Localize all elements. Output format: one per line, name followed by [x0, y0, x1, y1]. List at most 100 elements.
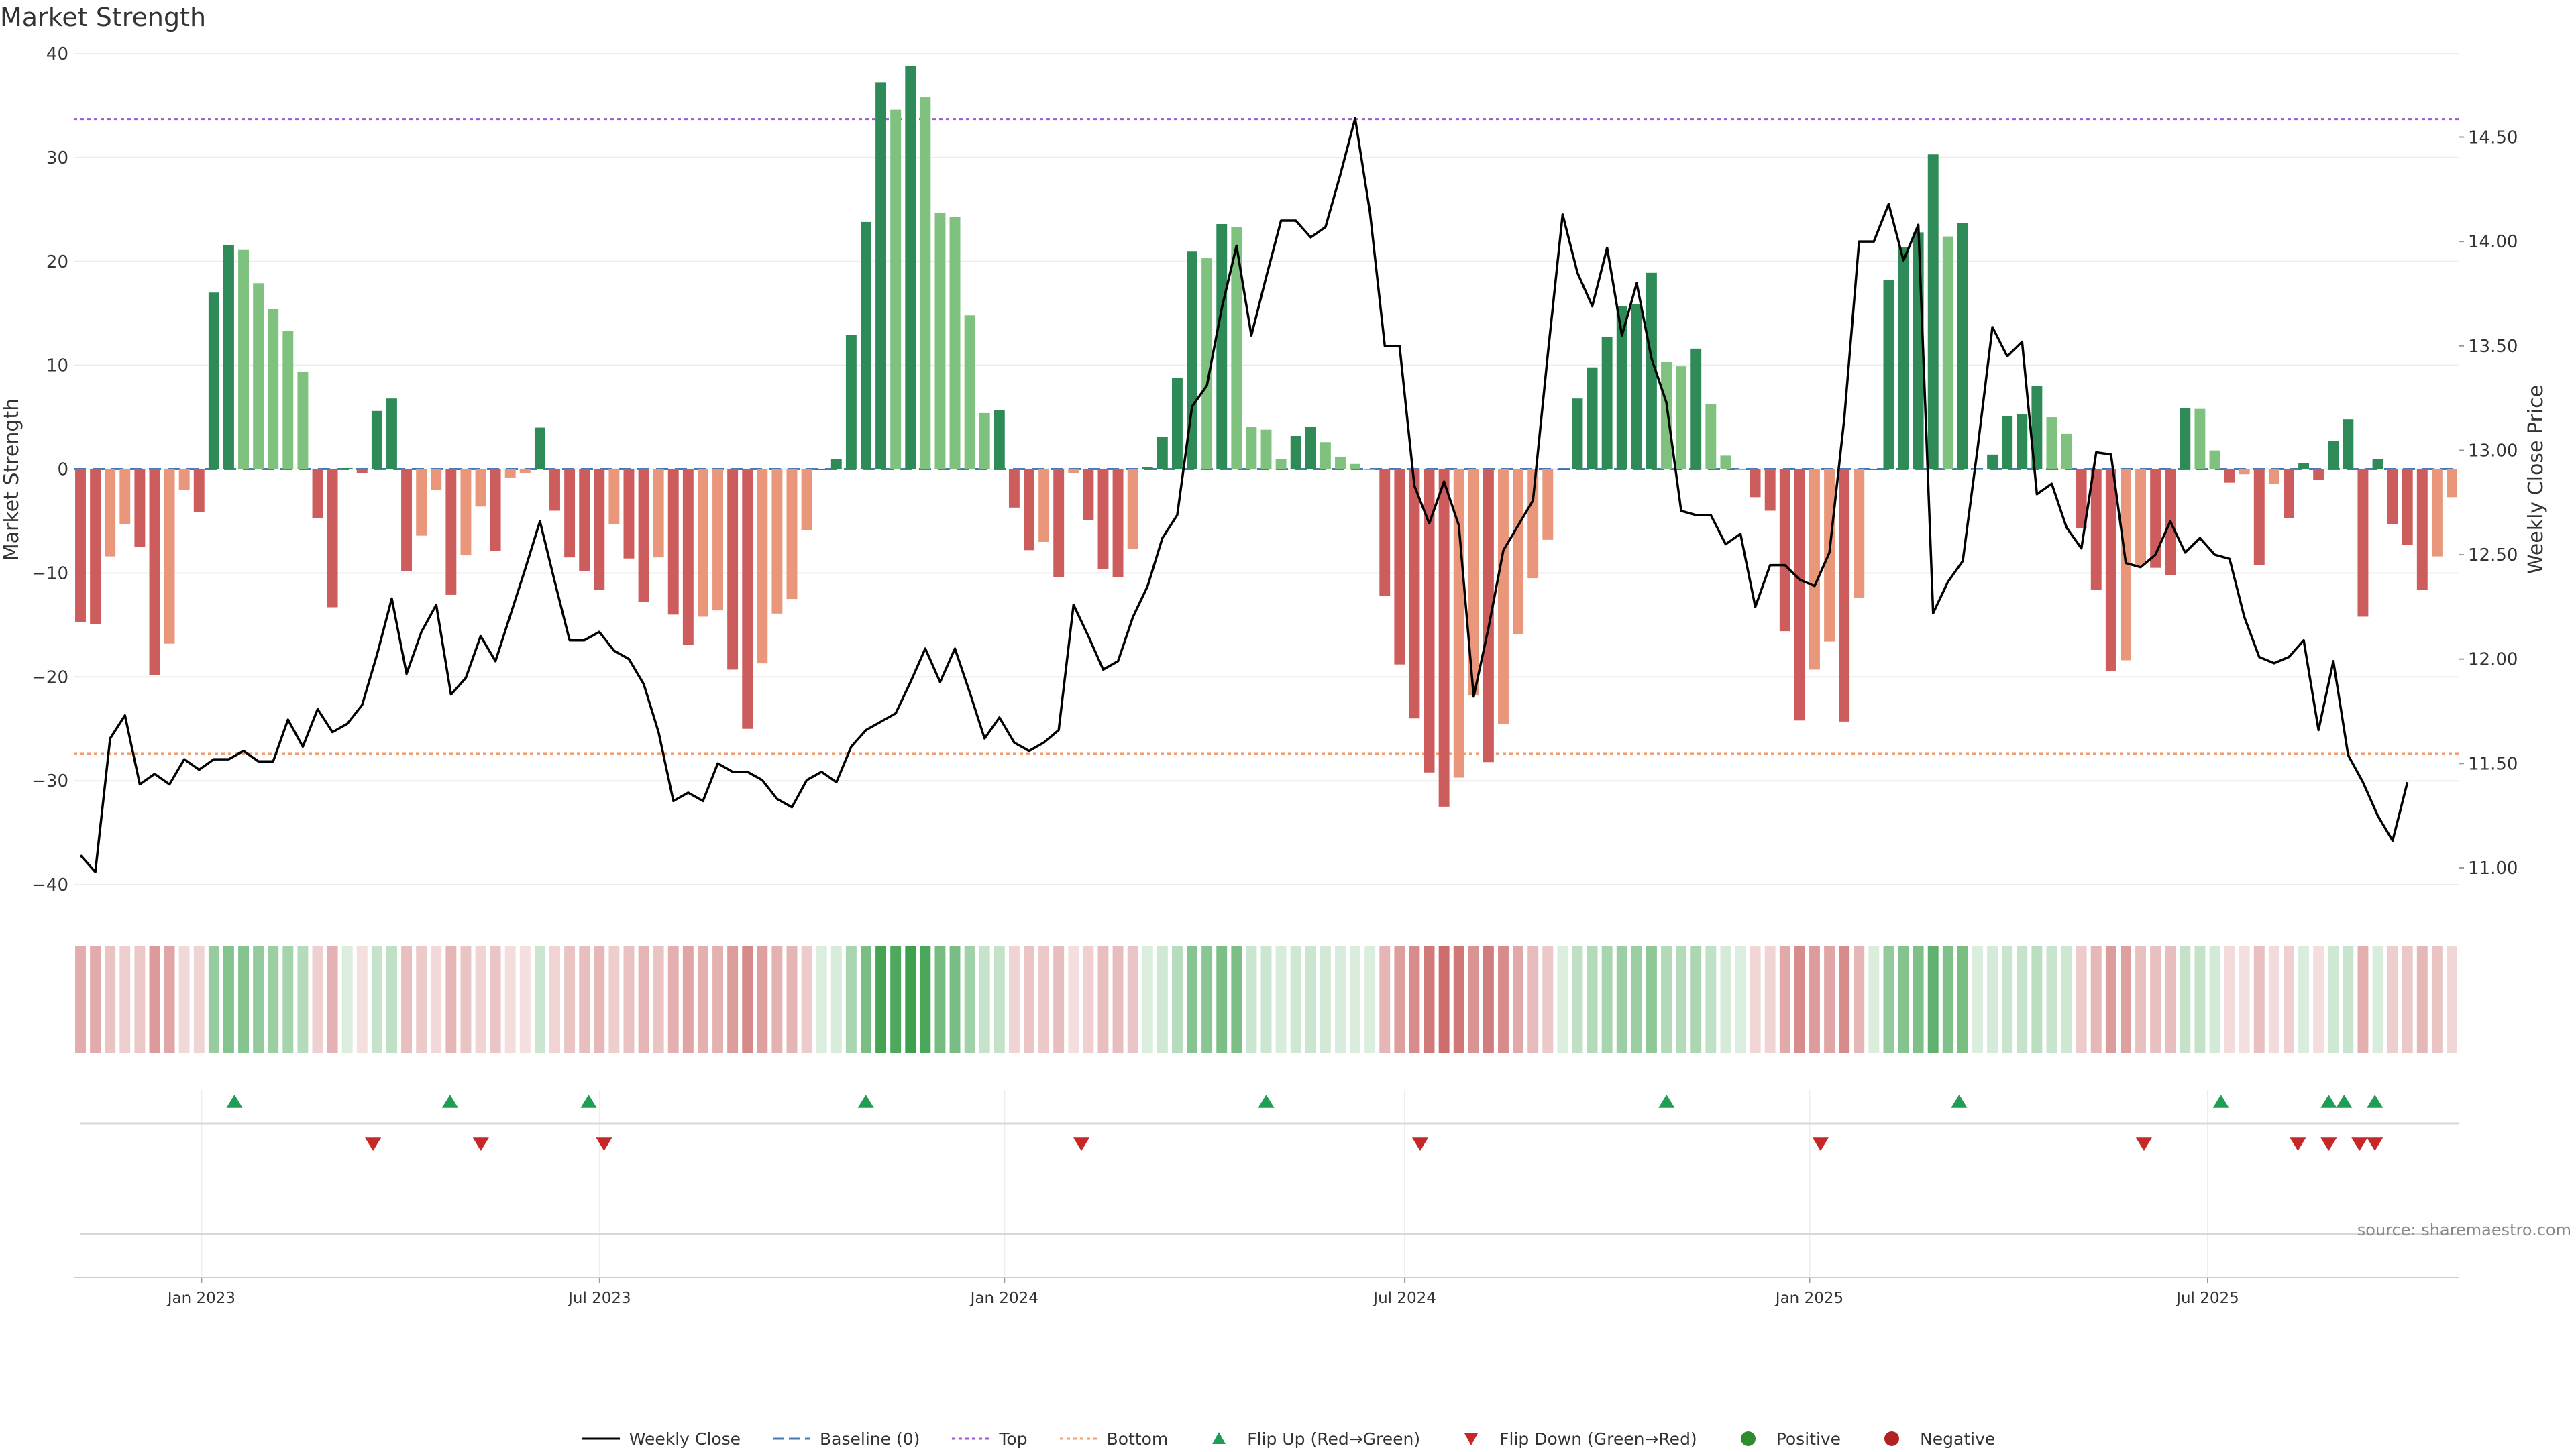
x-tick-label: Jan 2023 [166, 1290, 235, 1307]
x-tick-label: Jul 2025 [2175, 1290, 2239, 1307]
strength-bar [1690, 348, 1702, 469]
strength-bar [638, 469, 649, 602]
y-axis-label: Market Strength [0, 398, 23, 561]
heat-cell [282, 946, 294, 1053]
flip-down-marker [1812, 1137, 1829, 1151]
y-tick-label: 20 [46, 252, 68, 272]
weekly-close-path [79, 117, 2409, 873]
heat-cell [1246, 946, 1257, 1053]
heat-cell [1201, 946, 1213, 1053]
heat-cell [371, 946, 382, 1053]
heat-cell [1068, 946, 1079, 1053]
strength-bar [90, 469, 101, 624]
heat-cell [1557, 946, 1568, 1053]
y2-tick-label: 13.50 [2468, 337, 2518, 357]
legend: Weekly Close Baseline (0) Top Bottom Flip Up… [0, 1425, 2576, 1452]
heat-cell [727, 946, 739, 1053]
heat-cell [1350, 946, 1361, 1053]
heat-cell [2150, 946, 2161, 1053]
strength-bar [890, 109, 902, 469]
heat-cell [2135, 946, 2146, 1053]
heat-cell [1453, 946, 1464, 1053]
heat-cell [2061, 946, 2072, 1053]
heat-cell [667, 946, 679, 1053]
heat-cell [1097, 946, 1109, 1053]
heat-cell [2343, 946, 2354, 1053]
strength-bar [386, 398, 397, 469]
heat-cell [1171, 946, 1183, 1053]
heat-cell [2017, 946, 2028, 1053]
heat-cell [1275, 946, 1287, 1053]
legend-item-flip_up: Flip Up (Red→Green) [1199, 1429, 1420, 1449]
heat-cell [1498, 946, 1509, 1053]
heat-cell [386, 946, 397, 1053]
heat-cell [1601, 946, 1613, 1053]
strength-bar [623, 469, 635, 559]
strength-heat-strip [75, 946, 2457, 1053]
strength-bar [2180, 408, 2191, 469]
flip-up-marker [226, 1095, 243, 1108]
heat-cell [1187, 946, 1197, 1053]
heat-cell [1839, 946, 1850, 1053]
strength-bar [2357, 469, 2369, 617]
strength-bar [1112, 469, 1124, 577]
strength-bar [1275, 459, 1287, 469]
strength-bar [178, 469, 190, 490]
strength-bar [905, 66, 916, 469]
heat-cell [1112, 946, 1124, 1053]
strength-bar [416, 469, 427, 536]
flip-up-marker [441, 1095, 459, 1108]
strength-bar [253, 283, 264, 469]
heat-cell [979, 946, 990, 1053]
heat-cell [312, 946, 323, 1053]
strength-bar [2268, 469, 2279, 484]
heat-cell [1216, 946, 1228, 1053]
heat-cell [830, 946, 842, 1053]
strength-bar [1260, 429, 1272, 469]
strength-bar [2031, 386, 2043, 469]
strength-bar [1201, 258, 1213, 469]
strength-bar [2002, 416, 2013, 469]
heat-cell [90, 946, 101, 1053]
heat-cell [1735, 946, 1746, 1053]
baseline-legend-icon [773, 1437, 811, 1440]
heat-cell [2224, 946, 2235, 1053]
strength-bar [1601, 337, 1613, 469]
y-tick-label: −20 [32, 667, 68, 687]
strength-bar [1631, 304, 1642, 469]
heat-cell [1542, 946, 1554, 1053]
strength-bar [1127, 469, 1138, 549]
heat-cell [105, 946, 116, 1053]
heat-cell [1008, 946, 1020, 1053]
heat-cell [1305, 946, 1316, 1053]
heat-cell [2194, 946, 2206, 1053]
legend-item-line: Weekly Close [581, 1429, 741, 1449]
heat-cell [193, 946, 205, 1053]
strength-bar [1498, 469, 1509, 724]
strength-bar [2431, 469, 2443, 557]
strength-bar [1409, 469, 1420, 719]
negative-legend-icon [1884, 1431, 1900, 1446]
heat-cell [861, 946, 871, 1053]
legend-label: Baseline (0) [820, 1429, 920, 1449]
heat-cell [1320, 946, 1331, 1053]
strength-bar [1379, 469, 1391, 596]
heat-cell [1572, 946, 1583, 1053]
strength-bar [594, 469, 605, 590]
heat-cell [2253, 946, 2265, 1053]
strength-bar [2061, 433, 2072, 469]
strength-bar [1705, 403, 1717, 469]
strength-bar [1364, 469, 1376, 471]
source-note: source: sharemaestro.com [2357, 1221, 2571, 1239]
heat-cell [238, 946, 249, 1053]
strength-bar [208, 292, 219, 469]
heat-cell [1483, 946, 1494, 1053]
strength-bar [979, 412, 990, 469]
strength-bar [712, 469, 723, 611]
strength-bar [2239, 469, 2250, 475]
strength-bar [1024, 469, 1034, 551]
positive-legend-icon [1740, 1431, 1756, 1446]
strength-bar [2253, 469, 2265, 565]
strength-bar [238, 249, 249, 469]
flip-up-marker [857, 1095, 874, 1108]
